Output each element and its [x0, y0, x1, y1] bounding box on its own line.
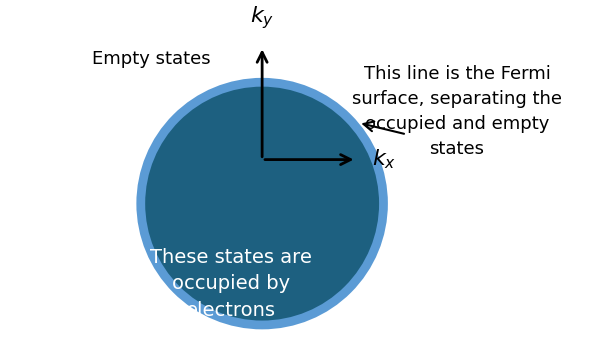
Text: This line is the Fermi
surface, separating the
occupied and empty
states: This line is the Fermi surface, separati… [352, 65, 562, 158]
Circle shape [145, 87, 379, 320]
Text: These states are
occupied by
electrons: These states are occupied by electrons [150, 247, 311, 320]
Circle shape [136, 78, 388, 329]
Text: $k_y$: $k_y$ [250, 5, 275, 31]
Text: Empty states: Empty states [92, 50, 211, 68]
Text: $k_x$: $k_x$ [371, 148, 396, 171]
